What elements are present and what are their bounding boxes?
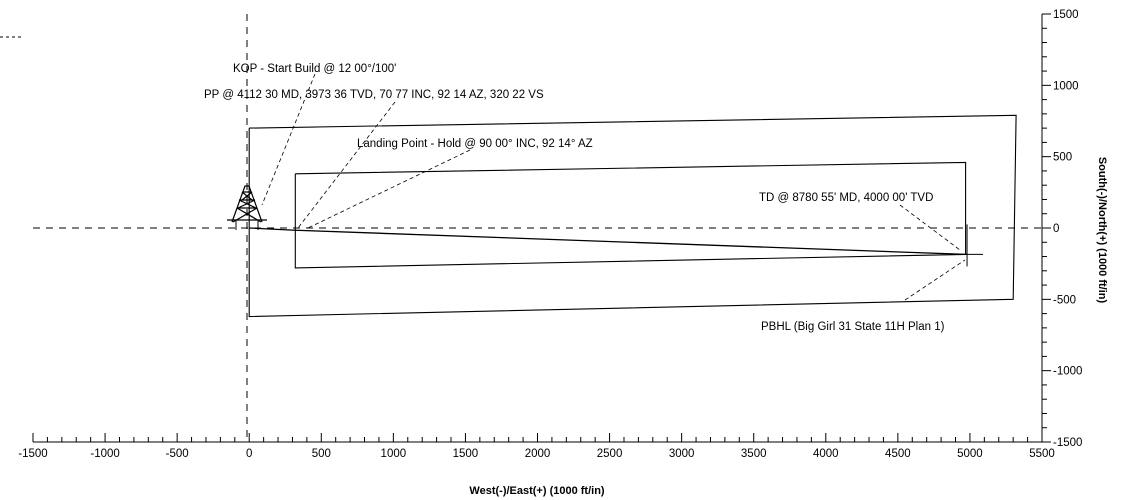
y-tick-label: -500	[1053, 294, 1076, 306]
outer-boundary-line	[248, 114, 1017, 318]
rig-icon	[227, 185, 267, 230]
x-tick-label: 0	[246, 448, 252, 460]
x-tick-label: -500	[166, 448, 189, 460]
x-tick-label: -1500	[18, 448, 47, 460]
wellpath-line	[249, 227, 968, 256]
y-tick-label: 0	[1053, 223, 1059, 235]
kop-leader-line	[261, 73, 316, 206]
landing-point-annotation: Landing Point - Hold @ 90 00° INC, 92 14…	[357, 138, 593, 150]
y-tick-label: 500	[1053, 152, 1072, 164]
x-tick-label: 1000	[381, 448, 407, 460]
series-group	[248, 114, 1017, 318]
y-tick-label: 1000	[1053, 80, 1079, 92]
x-tick-label: 3500	[741, 448, 767, 460]
x-axis-ticks: -1500 -1000 -500 0 500 1000 1500 2000 2500 3000 35…	[18, 433, 1055, 460]
x-tick-label: 3000	[669, 448, 695, 460]
landing-point-leader-line	[307, 149, 471, 229]
x-tick-label: 4500	[885, 448, 911, 460]
td-leader-line	[899, 204, 961, 251]
x-tick-label: 2000	[525, 448, 551, 460]
x-tick-label: -1000	[90, 448, 119, 460]
x-tick-label: 1500	[453, 448, 479, 460]
pbhl-annotation: PBHL (Big Girl 31 State 11H Plan 1)	[761, 321, 945, 333]
kop-annotation: KOP - Start Build @ 12 00°/100'	[233, 63, 396, 75]
annotation-leaders	[261, 73, 966, 301]
y-tick-label: -1500	[1053, 437, 1082, 449]
x-tick-label: 500	[312, 448, 331, 460]
x-axis-label: West(-)/East(+) (1000 ft/in)	[469, 485, 605, 497]
y-tick-label: 1500	[1053, 9, 1079, 21]
y-tick-label: -1000	[1053, 366, 1082, 378]
pp-annotation: PP @ 4112 30 MD, 3973 36 TVD, 70 77 INC,…	[204, 89, 544, 101]
x-tick-label: 4000	[813, 448, 839, 460]
pp-leader-line	[297, 101, 396, 229]
y-axis-ticks: 1500 1000 500 0 -500 -1000 -1500	[1042, 9, 1082, 449]
x-tick-label: 2500	[597, 448, 623, 460]
y-axis-label: South(-)/North(+) (1000 ft/in)	[1096, 157, 1108, 304]
x-tick-label: 5000	[957, 448, 983, 460]
x-tick-label: 5500	[1029, 448, 1055, 460]
inner-boundary-line	[294, 161, 967, 269]
td-annotation: TD @ 8780 55' MD, 4000 00' TVD	[759, 192, 933, 204]
pbhl-leader-line	[904, 259, 966, 301]
